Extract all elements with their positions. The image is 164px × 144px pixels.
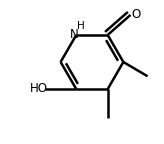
Text: O: O — [132, 8, 141, 21]
Text: HO: HO — [30, 82, 48, 95]
Text: H: H — [77, 21, 84, 31]
Text: N: N — [70, 28, 79, 41]
